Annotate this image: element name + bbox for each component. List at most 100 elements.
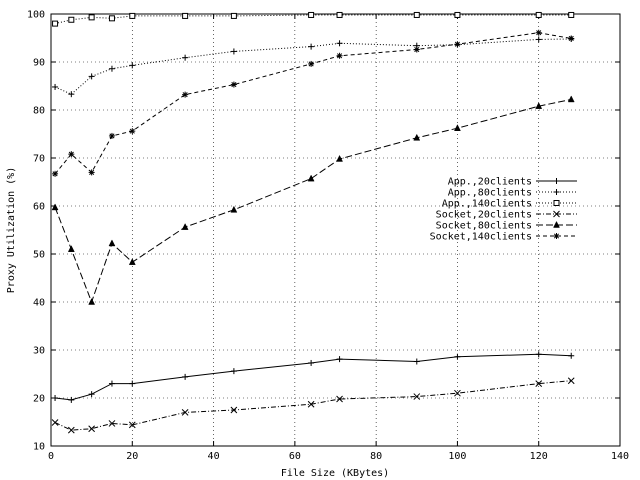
- y-tick-label: 50: [33, 250, 45, 261]
- legend-label: Socket,20clients: [436, 210, 532, 221]
- data-point: [413, 358, 420, 365]
- marker-stroke: [182, 12, 189, 19]
- x-tick-label: 0: [48, 451, 54, 462]
- marker-stroke: [454, 389, 461, 397]
- marker-stroke: [108, 420, 116, 427]
- data-point: [413, 11, 420, 18]
- marker-stroke: [68, 151, 74, 157]
- data-point: [182, 373, 189, 380]
- legend-label: Socket,80clients: [436, 221, 532, 232]
- marker-stroke: [414, 46, 420, 53]
- marker-stroke: [553, 220, 560, 228]
- y-axis-label: Proxy Utilization (%): [6, 167, 17, 293]
- marker-stroke: [108, 15, 115, 22]
- data-point: [535, 36, 542, 43]
- x-tick-label: 20: [126, 451, 138, 462]
- legend-entry: App.,140clients: [442, 199, 577, 210]
- data-point: [68, 396, 75, 403]
- data-point: [535, 11, 542, 18]
- y-tick-label: 100: [27, 10, 45, 21]
- data-point: [129, 12, 136, 19]
- marker-stroke: [535, 380, 543, 387]
- marker-stroke: [567, 95, 575, 103]
- marker-stroke: [67, 426, 75, 434]
- data-point: [68, 91, 75, 98]
- data-point: [568, 352, 575, 359]
- series-group: [51, 11, 575, 434]
- marker-stroke: [535, 102, 543, 109]
- data-point: [108, 15, 115, 22]
- data-point: [568, 11, 575, 18]
- data-point: [413, 46, 420, 53]
- data-point: [567, 377, 575, 385]
- data-point: [182, 91, 189, 98]
- y-tick-label: 80: [33, 106, 45, 117]
- marker-stroke: [88, 425, 95, 433]
- marker-stroke: [230, 12, 237, 19]
- y-tick-label: 70: [33, 154, 45, 165]
- data-point: [230, 81, 237, 88]
- x-axis-label: File Size (KBytes): [281, 468, 389, 479]
- data-point: [336, 40, 343, 47]
- data-point: [307, 400, 315, 408]
- legend-entry: Socket,80clients: [436, 221, 577, 232]
- data-point: [88, 14, 95, 21]
- marker-stroke: [553, 200, 560, 206]
- legend-label: App.,20clients: [448, 177, 532, 188]
- legend-entry: App.,20clients: [448, 177, 577, 188]
- data-point: [535, 102, 543, 109]
- data-point: [308, 11, 315, 18]
- marker-stroke: [553, 233, 560, 239]
- data-point: [88, 297, 96, 305]
- legend-label: Socket,140clients: [430, 232, 532, 243]
- marker-stroke: [230, 406, 238, 414]
- marker-stroke: [336, 11, 343, 18]
- legend-entry: Socket,140clients: [430, 232, 577, 243]
- marker-stroke: [68, 16, 75, 23]
- data-point: [52, 395, 59, 401]
- marker-stroke: [129, 128, 135, 134]
- data-point: [454, 41, 461, 48]
- data-point: [181, 223, 189, 230]
- marker-stroke: [89, 169, 95, 175]
- x-tick-label: 60: [289, 451, 301, 462]
- marker-stroke: [568, 35, 574, 42]
- data-point: [52, 20, 59, 27]
- legend-marker: [553, 189, 560, 195]
- marker-stroke: [52, 20, 59, 27]
- data-point: [129, 128, 136, 135]
- data-point: [182, 12, 189, 19]
- marker-stroke: [307, 400, 315, 408]
- data-point: [535, 29, 542, 36]
- marker-stroke: [182, 92, 188, 98]
- data-point: [108, 420, 116, 427]
- data-point: [108, 65, 115, 72]
- marker-stroke: [129, 12, 136, 19]
- data-point: [128, 421, 136, 429]
- marker-stroke: [308, 11, 315, 18]
- data-point: [68, 16, 75, 23]
- data-point: [182, 54, 189, 61]
- data-point: [129, 380, 136, 387]
- marker-stroke: [535, 11, 542, 18]
- data-point: [108, 132, 115, 139]
- marker-stroke: [67, 245, 75, 252]
- x-tick-label: 100: [448, 451, 466, 462]
- marker-stroke: [109, 133, 115, 139]
- y-tick-label: 30: [33, 346, 45, 357]
- data-point: [336, 356, 343, 363]
- legend: App.,20clientsApp.,80clientsApp.,140clie…: [430, 177, 577, 243]
- marker-stroke: [567, 377, 575, 385]
- series-2: [52, 35, 575, 98]
- marker-stroke: [336, 395, 343, 403]
- legend-entry: Socket,20clients: [436, 210, 577, 221]
- data-point: [88, 169, 95, 176]
- data-point: [129, 62, 136, 69]
- marker-stroke: [413, 11, 420, 18]
- data-point: [413, 393, 421, 400]
- y-tick-label: 90: [33, 58, 45, 69]
- data-point: [230, 205, 238, 213]
- data-point: [567, 95, 575, 103]
- data-point: [454, 389, 461, 397]
